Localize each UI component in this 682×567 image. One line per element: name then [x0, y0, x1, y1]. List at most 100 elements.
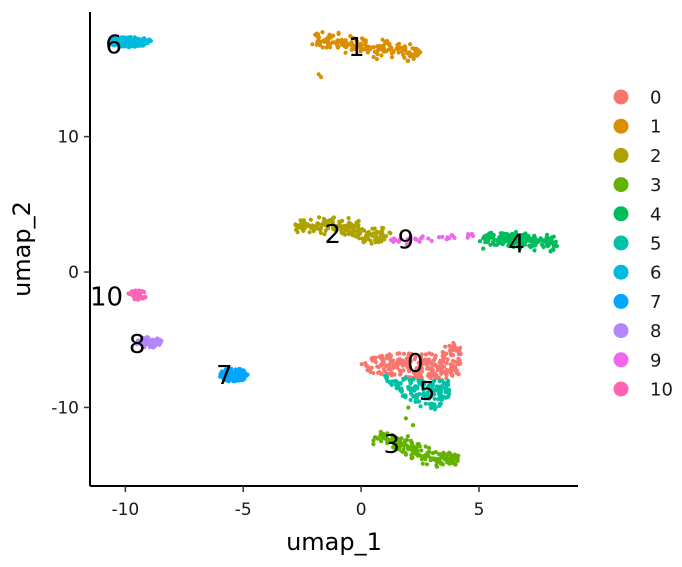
- data-point: [416, 441, 421, 447]
- legend-label: 3: [650, 175, 661, 196]
- data-point: [314, 226, 319, 231]
- data-point: [320, 222, 325, 227]
- data-point: [143, 295, 148, 300]
- data-point: [127, 291, 133, 296]
- data-point: [404, 242, 409, 247]
- data-point: [123, 38, 129, 43]
- cluster-0-points: [359, 340, 463, 381]
- data-point: [428, 405, 433, 411]
- data-point: [482, 234, 487, 239]
- data-point: [403, 416, 408, 421]
- cluster-9-points: [389, 231, 476, 247]
- data-point: [129, 40, 134, 46]
- data-point: [407, 369, 412, 374]
- data-point: [396, 385, 401, 391]
- data-point: [376, 365, 381, 370]
- data-point: [372, 435, 378, 440]
- data-point: [318, 230, 323, 236]
- data-points: [107, 29, 560, 469]
- data-point: [396, 46, 401, 51]
- data-point: [448, 455, 453, 460]
- legend-item-10: 10: [613, 380, 673, 401]
- data-point: [376, 239, 381, 245]
- data-point: [300, 226, 305, 231]
- data-point: [437, 391, 442, 396]
- data-point: [308, 217, 313, 222]
- data-point: [477, 239, 482, 244]
- data-point: [141, 335, 146, 341]
- cluster-label-10: 10: [90, 282, 123, 312]
- legend-key-dot: [613, 147, 629, 163]
- data-point: [325, 35, 330, 40]
- data-point: [351, 227, 356, 232]
- data-point: [370, 233, 375, 238]
- data-point: [439, 365, 444, 370]
- data-point: [297, 223, 302, 228]
- data-point: [533, 243, 538, 248]
- data-point: [347, 220, 352, 225]
- data-point: [330, 216, 335, 221]
- data-point: [390, 433, 395, 438]
- y-tick-label: -10: [51, 398, 79, 418]
- data-point: [423, 358, 428, 363]
- legend-key-dot: [613, 381, 629, 397]
- data-point: [353, 224, 358, 229]
- data-point: [395, 360, 400, 365]
- data-point: [383, 234, 389, 239]
- data-point: [354, 229, 359, 234]
- cluster-3-points: [371, 405, 461, 469]
- data-point: [549, 235, 555, 240]
- data-point: [417, 392, 422, 397]
- data-point: [360, 227, 365, 232]
- data-point: [405, 365, 410, 370]
- data-point: [397, 351, 402, 356]
- data-point: [109, 39, 114, 44]
- data-point: [398, 370, 403, 375]
- data-point: [445, 460, 450, 465]
- legend-item-5: 5: [613, 234, 661, 255]
- data-point: [417, 360, 422, 365]
- data-point: [423, 401, 428, 406]
- data-point: [358, 43, 363, 48]
- x-tick-label: -5: [235, 500, 252, 520]
- x-axis-ticks: -10 -5 0 5: [111, 486, 484, 520]
- data-point: [431, 358, 436, 363]
- data-point: [426, 445, 432, 451]
- data-point: [403, 45, 408, 50]
- data-point: [334, 228, 339, 233]
- cluster-label-8: 8: [129, 330, 146, 360]
- data-point: [439, 455, 444, 460]
- x-tick-label: -10: [111, 500, 139, 520]
- data-point: [363, 233, 368, 238]
- data-point: [395, 43, 400, 48]
- data-point: [550, 240, 555, 245]
- data-point: [494, 242, 499, 247]
- data-point: [318, 226, 323, 231]
- legend-key-dot: [613, 118, 629, 134]
- data-point: [142, 290, 147, 295]
- data-point: [137, 341, 142, 346]
- data-point: [389, 370, 394, 375]
- data-point: [373, 359, 378, 365]
- x-tick-label: 0: [356, 500, 367, 520]
- data-point: [374, 230, 379, 235]
- data-point: [327, 32, 332, 37]
- data-point: [386, 437, 391, 442]
- data-point: [451, 460, 456, 465]
- data-point: [436, 397, 441, 402]
- legend-label: 9: [650, 350, 661, 371]
- data-point: [392, 441, 397, 446]
- data-point: [403, 395, 408, 400]
- data-point: [387, 43, 392, 48]
- data-point: [403, 450, 408, 456]
- data-point: [226, 379, 231, 384]
- data-point: [447, 348, 453, 353]
- data-point: [414, 366, 419, 371]
- data-point: [382, 369, 387, 374]
- data-point: [318, 74, 324, 80]
- y-axis-ticks: -10 0 10: [51, 128, 90, 418]
- data-point: [410, 46, 415, 51]
- data-point: [530, 243, 535, 248]
- data-point: [413, 236, 418, 241]
- data-point: [151, 345, 156, 350]
